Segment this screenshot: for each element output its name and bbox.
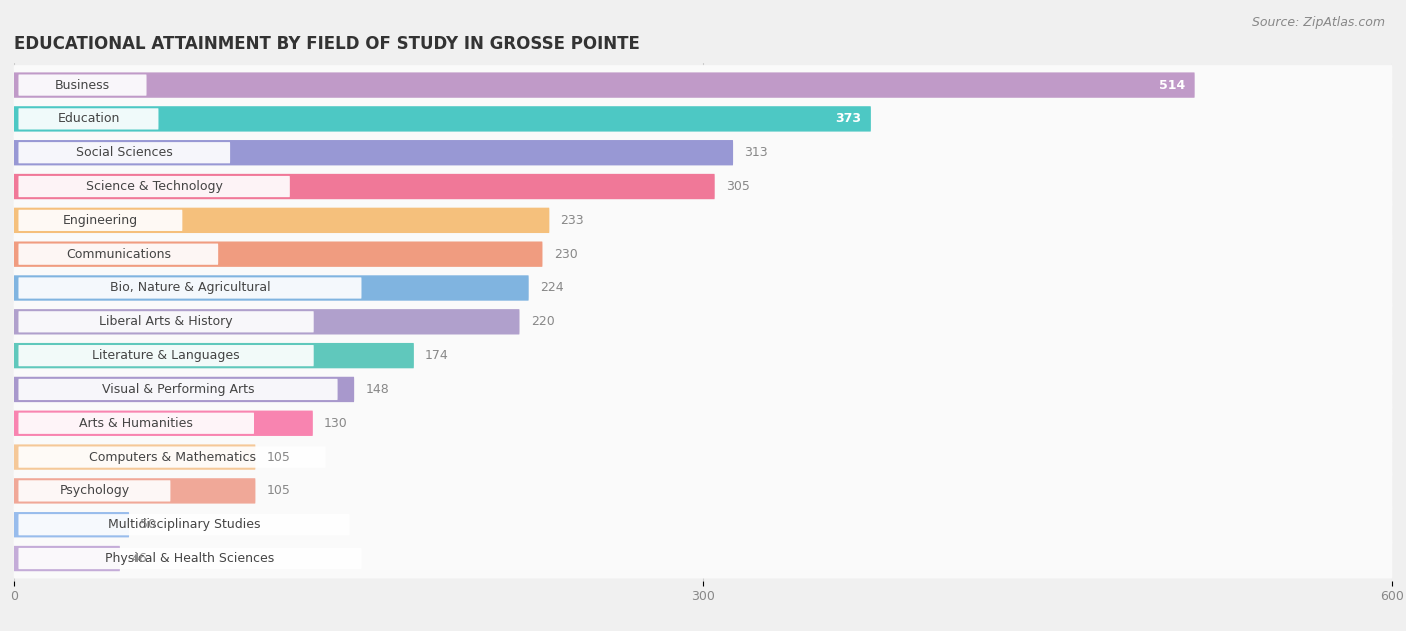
FancyBboxPatch shape [14, 275, 529, 301]
FancyBboxPatch shape [18, 413, 254, 434]
FancyBboxPatch shape [18, 278, 361, 298]
Text: Engineering: Engineering [63, 214, 138, 227]
Text: 373: 373 [835, 112, 862, 126]
FancyBboxPatch shape [14, 174, 714, 199]
FancyBboxPatch shape [14, 106, 870, 132]
Text: Psychology: Psychology [59, 485, 129, 497]
Text: 514: 514 [1159, 79, 1185, 91]
Text: 233: 233 [561, 214, 585, 227]
FancyBboxPatch shape [14, 377, 354, 402]
FancyBboxPatch shape [18, 514, 350, 535]
FancyBboxPatch shape [18, 311, 314, 333]
FancyBboxPatch shape [14, 208, 550, 233]
FancyBboxPatch shape [14, 234, 1392, 274]
Text: Science & Technology: Science & Technology [86, 180, 222, 193]
FancyBboxPatch shape [14, 201, 1392, 240]
Text: Arts & Humanities: Arts & Humanities [79, 416, 193, 430]
FancyBboxPatch shape [14, 343, 413, 369]
FancyBboxPatch shape [14, 268, 1392, 308]
Text: Multidisciplinary Studies: Multidisciplinary Studies [108, 518, 260, 531]
FancyBboxPatch shape [14, 336, 1392, 375]
FancyBboxPatch shape [14, 65, 1392, 105]
FancyBboxPatch shape [14, 411, 312, 436]
Text: Bio, Nature & Agricultural: Bio, Nature & Agricultural [110, 281, 270, 295]
Text: Computers & Mathematics: Computers & Mathematics [89, 451, 256, 464]
Text: Education: Education [58, 112, 120, 126]
FancyBboxPatch shape [18, 345, 314, 366]
Text: Literature & Languages: Literature & Languages [93, 349, 240, 362]
FancyBboxPatch shape [14, 133, 1392, 173]
Text: 174: 174 [425, 349, 449, 362]
FancyBboxPatch shape [14, 167, 1392, 206]
Text: 313: 313 [744, 146, 768, 159]
Text: Visual & Performing Arts: Visual & Performing Arts [101, 383, 254, 396]
FancyBboxPatch shape [14, 478, 256, 504]
FancyBboxPatch shape [18, 244, 218, 265]
FancyBboxPatch shape [14, 309, 519, 334]
Text: Physical & Health Sciences: Physical & Health Sciences [105, 552, 274, 565]
FancyBboxPatch shape [14, 73, 1195, 98]
FancyBboxPatch shape [14, 471, 1392, 511]
FancyBboxPatch shape [18, 176, 290, 197]
FancyBboxPatch shape [14, 437, 1392, 477]
FancyBboxPatch shape [14, 403, 1392, 443]
Text: Communications: Communications [66, 248, 170, 261]
FancyBboxPatch shape [14, 539, 1392, 579]
Text: 148: 148 [366, 383, 389, 396]
Text: Business: Business [55, 79, 110, 91]
FancyBboxPatch shape [18, 548, 361, 569]
Text: 46: 46 [131, 552, 148, 565]
Text: Source: ZipAtlas.com: Source: ZipAtlas.com [1251, 16, 1385, 29]
FancyBboxPatch shape [14, 444, 256, 469]
FancyBboxPatch shape [14, 370, 1392, 410]
FancyBboxPatch shape [18, 480, 170, 502]
FancyBboxPatch shape [14, 546, 120, 571]
Text: 230: 230 [554, 248, 578, 261]
FancyBboxPatch shape [14, 140, 733, 165]
FancyBboxPatch shape [18, 447, 326, 468]
Text: 105: 105 [267, 451, 291, 464]
Text: Liberal Arts & History: Liberal Arts & History [100, 316, 233, 328]
FancyBboxPatch shape [14, 242, 543, 267]
Text: 105: 105 [267, 485, 291, 497]
FancyBboxPatch shape [18, 142, 231, 163]
Text: Social Sciences: Social Sciences [76, 146, 173, 159]
Text: 220: 220 [531, 316, 554, 328]
FancyBboxPatch shape [18, 109, 159, 129]
Text: 50: 50 [141, 518, 156, 531]
FancyBboxPatch shape [14, 302, 1392, 342]
Text: EDUCATIONAL ATTAINMENT BY FIELD OF STUDY IN GROSSE POINTE: EDUCATIONAL ATTAINMENT BY FIELD OF STUDY… [14, 35, 640, 53]
Text: 305: 305 [725, 180, 749, 193]
FancyBboxPatch shape [14, 99, 1392, 139]
FancyBboxPatch shape [18, 209, 183, 231]
Text: 224: 224 [540, 281, 564, 295]
FancyBboxPatch shape [18, 74, 146, 96]
FancyBboxPatch shape [14, 505, 1392, 545]
FancyBboxPatch shape [18, 379, 337, 400]
FancyBboxPatch shape [14, 512, 129, 538]
Text: 130: 130 [325, 416, 347, 430]
